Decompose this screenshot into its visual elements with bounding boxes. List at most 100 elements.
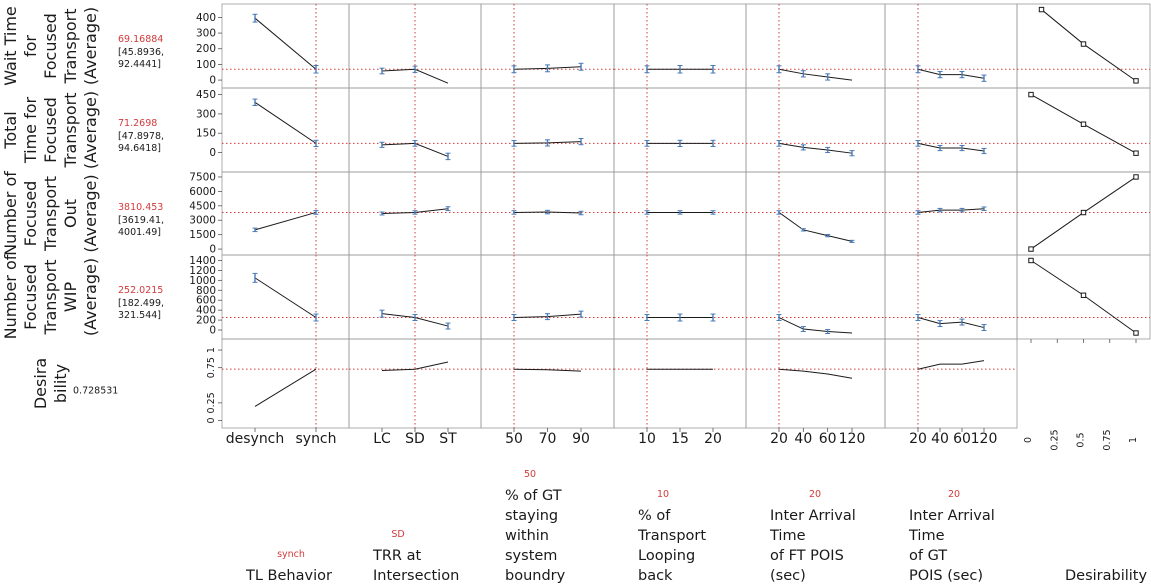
x-tick-label: desynch	[226, 431, 285, 447]
x-tick-label: 60	[819, 431, 837, 447]
y-tick-label: 200	[196, 315, 216, 327]
factor-current-value: synch	[277, 549, 305, 560]
x-tick-label: ST	[439, 431, 457, 447]
response-label-line: (Average)	[81, 174, 100, 252]
desirability-tick-label: 0	[1023, 437, 1034, 443]
y-tick-label: 0	[209, 75, 216, 87]
profile-trace	[254, 277, 317, 318]
response-current-value: 0.728531	[73, 386, 118, 397]
response-ci-line: [3619.41,	[118, 215, 164, 226]
panel-frame	[613, 338, 747, 429]
response-label-line: (Average)	[81, 91, 100, 169]
profile-trace	[917, 142, 985, 152]
y-tick-label: 1200	[189, 265, 216, 277]
y-tick-label: 1500	[189, 229, 216, 241]
panel-frame	[613, 3, 747, 89]
profile-trace	[778, 68, 853, 81]
x-tick-label: 120	[971, 431, 998, 447]
y-tick-label: 450	[196, 89, 216, 101]
desirability-handle	[1080, 121, 1087, 127]
response-label-line: Focused	[21, 264, 40, 330]
response-ci-line: 92.4441]	[118, 59, 161, 70]
factor-name-line: within	[505, 528, 549, 544]
response-label-line: Desira	[31, 358, 50, 409]
x-tick-label: 40	[931, 431, 949, 447]
response-label-line: bility	[51, 364, 70, 403]
desirability-handle	[1080, 41, 1087, 47]
factor-name-line: Inter Arrival	[770, 508, 856, 524]
panel-frame	[884, 3, 1018, 89]
desirability-handle	[1133, 150, 1139, 156]
x-tick-label: 10	[638, 431, 656, 447]
x-tick-label: synch	[295, 431, 336, 447]
response-label-line: Time for	[21, 96, 40, 164]
factor-current-value: 20	[809, 489, 821, 500]
factor-name-line: boundry	[505, 568, 566, 584]
panel-frame	[221, 87, 350, 173]
x-tick-label: 60	[953, 431, 971, 447]
factor-name-line: of GT	[909, 548, 947, 564]
response-ci-line: [182.499,	[118, 298, 164, 309]
response-label-line: Number of	[1, 171, 20, 256]
y-tick-label: 1000	[189, 275, 216, 287]
response-label-line: Focused	[41, 97, 60, 163]
x-tick-label: 90	[572, 431, 590, 447]
factor-name-line: % of	[638, 508, 671, 524]
panel-frame	[221, 338, 350, 429]
y-tick-label: 300	[196, 108, 216, 120]
response-ci-line: 94.6418]	[118, 143, 161, 154]
factor-current-value: 20	[948, 489, 960, 500]
panel-frame	[745, 254, 886, 340]
y-tick-label: 300	[196, 28, 216, 40]
profile-trace	[917, 317, 985, 329]
response-current-value: 71.2698	[118, 118, 157, 129]
panel-frame	[480, 338, 615, 429]
profile-trace	[254, 211, 317, 231]
response-label-line: Transport	[41, 259, 60, 335]
desirability-tick-label: 0.5	[1076, 432, 1087, 447]
y-tick-label: 1400	[189, 255, 216, 267]
x-tick-label: 50	[505, 431, 523, 447]
desirability-handle	[1133, 174, 1139, 180]
x-tick-label: SD	[405, 431, 425, 447]
response-label-4: Desira bility	[31, 358, 70, 409]
response-label-line: Total	[1, 111, 20, 149]
factor-name-line: system	[505, 548, 557, 564]
response-ci-line: [45.8936,	[118, 47, 164, 58]
desirability-handle	[1080, 209, 1087, 216]
desirability-handle	[1038, 6, 1045, 13]
response-label-2: Number of Focused Transport Out (Average)	[1, 171, 100, 256]
x-tick-label: 20	[704, 431, 722, 447]
panel-frame	[1016, 87, 1151, 173]
y-tick-label: 0	[209, 325, 216, 337]
factor-name-line: Time	[908, 528, 945, 544]
factor-name-line: of FT POIS	[770, 548, 844, 564]
factor-name-line: TL Behavior	[245, 568, 332, 584]
y-tick-label: 0	[209, 244, 216, 256]
response-label-line: Out	[61, 199, 80, 228]
factor-name-line: back	[638, 568, 673, 584]
response-label-0: Wait Time for Focused Transport (Average)	[1, 6, 100, 86]
panel-frame	[480, 3, 615, 89]
y-tick-label: 3000	[189, 215, 216, 227]
response-label-line: Number of	[1, 254, 20, 339]
panel-frame	[884, 87, 1018, 173]
factor-name-line: TRR at	[372, 548, 422, 564]
profile-trace	[778, 142, 853, 154]
x-tick-label: 70	[539, 431, 557, 447]
response-label-line: WIP	[61, 282, 80, 313]
panel-frame	[480, 87, 615, 173]
panel-frame	[745, 87, 886, 173]
factor-name-line: % of GT	[505, 488, 562, 504]
response-label-line: Transport	[41, 176, 60, 252]
panel-frame	[221, 171, 350, 256]
x-tick-label: 120	[839, 431, 866, 447]
response-current-value: 3810.453	[118, 202, 163, 213]
factor-name-line: Time	[769, 528, 806, 544]
profile-trace	[254, 17, 317, 70]
y-tick-label: 400	[196, 12, 216, 24]
y-tick-label: 0	[206, 417, 217, 423]
y-tick-label: 200	[196, 43, 216, 55]
panel-frame	[884, 171, 1018, 256]
